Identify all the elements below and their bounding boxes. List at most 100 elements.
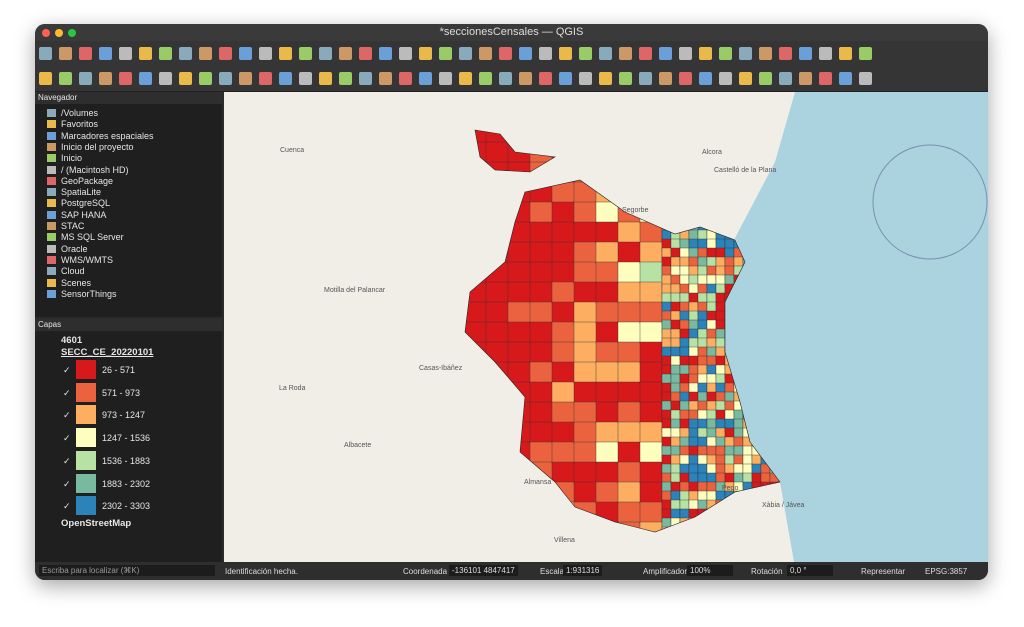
browser-item[interactable]: MS SQL Server [61, 232, 124, 243]
tool-icon[interactable] [659, 47, 672, 60]
tool-icon[interactable] [599, 72, 612, 85]
tool-icon[interactable] [799, 72, 812, 85]
crs-button[interactable]: EPSG:3857 [925, 567, 968, 576]
tool-icon[interactable] [79, 47, 92, 60]
tool-icon[interactable] [559, 72, 572, 85]
tool-icon[interactable] [579, 72, 592, 85]
tool-icon[interactable] [299, 72, 312, 85]
tool-icon[interactable] [199, 72, 212, 85]
minimize-button[interactable] [55, 29, 63, 37]
layer-name[interactable]: SECC_CE_20220101 [61, 347, 154, 358]
tool-icon[interactable] [639, 47, 652, 60]
tool-icon[interactable] [719, 72, 732, 85]
tool-icon[interactable] [419, 72, 432, 85]
tool-icon[interactable] [39, 72, 52, 85]
tool-icon[interactable] [279, 47, 292, 60]
render-checkbox[interactable]: Representar [861, 567, 906, 576]
browser-item[interactable]: GeoPackage [61, 175, 114, 186]
browser-item[interactable]: Inicio del proyecto [61, 141, 134, 152]
tool-icon[interactable] [199, 47, 212, 60]
tool-icon[interactable] [579, 47, 592, 60]
tool-icon[interactable] [239, 72, 252, 85]
tool-icon[interactable] [179, 47, 192, 60]
tool-icon[interactable] [459, 72, 472, 85]
magnifier-field[interactable]: 100% [687, 565, 733, 576]
tool-icon[interactable] [39, 47, 52, 60]
tool-icon[interactable] [299, 47, 312, 60]
tool-icon[interactable] [659, 72, 672, 85]
tool-icon[interactable] [499, 72, 512, 85]
tool-icon[interactable] [559, 47, 572, 60]
tool-icon[interactable] [739, 47, 752, 60]
tool-icon[interactable] [319, 72, 332, 85]
layer-name[interactable]: OpenStreetMap [61, 517, 132, 529]
browser-item[interactable]: Scenes [61, 277, 92, 288]
tool-icon[interactable] [119, 47, 132, 60]
tool-icon[interactable] [539, 47, 552, 60]
coordinate-field[interactable]: -136101 4847417 [449, 565, 518, 576]
checkbox[interactable]: ✓ [63, 501, 71, 512]
tool-icon[interactable] [839, 72, 852, 85]
tool-icon[interactable] [59, 72, 72, 85]
tool-icon[interactable] [379, 72, 392, 85]
tool-icon[interactable] [479, 47, 492, 60]
checkbox[interactable]: ✓ [63, 478, 71, 489]
rotation-field[interactable]: 0,0 ° [787, 565, 833, 576]
tool-icon[interactable] [99, 47, 112, 60]
tool-icon[interactable] [439, 72, 452, 85]
tool-icon[interactable] [119, 72, 132, 85]
tool-icon[interactable] [459, 47, 472, 60]
scale-field[interactable]: 1:931316 [563, 565, 603, 576]
tool-icon[interactable] [279, 72, 292, 85]
tool-icon[interactable] [259, 47, 272, 60]
tool-icon[interactable] [699, 47, 712, 60]
tool-icon[interactable] [699, 72, 712, 85]
tool-icon[interactable] [159, 72, 172, 85]
tool-icon[interactable] [859, 47, 872, 60]
tool-icon[interactable] [179, 72, 192, 85]
browser-item[interactable]: Oracle [61, 243, 88, 254]
browser-item[interactable]: STAC [61, 221, 85, 231]
tool-icon[interactable] [339, 72, 352, 85]
browser-item[interactable]: SensorThings [61, 288, 117, 299]
tool-icon[interactable] [219, 47, 232, 60]
tool-icon[interactable] [359, 72, 372, 85]
checkbox[interactable]: ✓ [63, 410, 71, 421]
tool-icon[interactable] [79, 72, 92, 85]
tool-icon[interactable] [259, 72, 272, 85]
tool-icon[interactable] [99, 72, 112, 85]
tool-icon[interactable] [599, 47, 612, 60]
browser-item[interactable]: Marcadores espaciales [61, 130, 154, 141]
tool-icon[interactable] [759, 72, 772, 85]
tool-icon[interactable] [519, 72, 532, 85]
tool-icon[interactable] [739, 72, 752, 85]
checkbox[interactable]: ✓ [63, 365, 71, 375]
browser-item[interactable]: SpatiaLite [61, 187, 102, 198]
tool-icon[interactable] [419, 47, 432, 60]
tool-icon[interactable] [399, 72, 412, 85]
close-button[interactable] [42, 29, 50, 37]
zoom-button[interactable] [68, 29, 76, 37]
map-canvas[interactable]: Cuenca Albacete Casas-Ibáñez Castelló de la… [224, 92, 988, 562]
tool-icon[interactable] [719, 47, 732, 60]
tool-icon[interactable] [759, 47, 772, 60]
tool-icon[interactable] [59, 47, 72, 60]
tool-icon[interactable] [339, 47, 352, 60]
browser-item[interactable]: WMS/WMTS [61, 254, 113, 265]
tool-icon[interactable] [819, 47, 832, 60]
tool-icon[interactable] [139, 72, 152, 85]
browser-item[interactable]: Cloud [61, 266, 85, 277]
tool-icon[interactable] [679, 47, 692, 60]
tool-icon[interactable] [819, 72, 832, 85]
browser-item[interactable]: /Volumes [61, 108, 99, 118]
tool-icon[interactable] [319, 47, 332, 60]
browser-item[interactable]: PostgreSQL [61, 198, 111, 209]
tool-icon[interactable] [639, 72, 652, 85]
browser-item[interactable]: / (Macintosh HD) [61, 164, 129, 175]
checkbox[interactable]: ✓ [63, 433, 71, 444]
tool-icon[interactable] [799, 47, 812, 60]
browser-item[interactable]: Inicio [61, 153, 83, 164]
checkbox[interactable]: ✓ [63, 455, 71, 466]
tool-icon[interactable] [859, 72, 872, 85]
tool-icon[interactable] [379, 47, 392, 60]
